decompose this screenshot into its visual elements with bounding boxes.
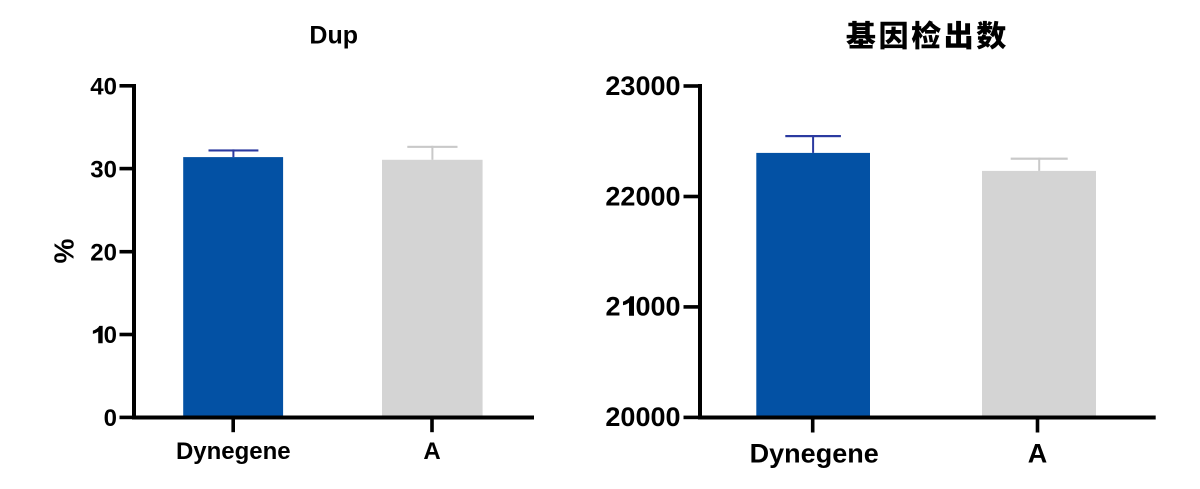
svg-text:20000: 20000 <box>605 402 680 432</box>
svg-text:22000: 22000 <box>605 181 680 211</box>
svg-text:A: A <box>423 438 440 465</box>
svg-text:30: 30 <box>90 156 117 183</box>
svg-text:20: 20 <box>90 239 117 266</box>
svg-text:A: A <box>1028 439 1048 469</box>
svg-text:0: 0 <box>104 322 117 349</box>
svg-text:%: % <box>48 238 79 263</box>
svg-text:Dup: Dup <box>309 22 358 50</box>
svg-text:0: 0 <box>104 405 117 432</box>
svg-text:Dynegene: Dynegene <box>176 438 291 465</box>
svg-text:000: 000 <box>635 292 680 322</box>
svg-text:40: 40 <box>90 74 117 101</box>
svg-text:Dynegene: Dynegene <box>750 439 879 469</box>
svg-text:23000: 23000 <box>605 71 680 101</box>
svg-text:2: 2 <box>605 292 620 322</box>
